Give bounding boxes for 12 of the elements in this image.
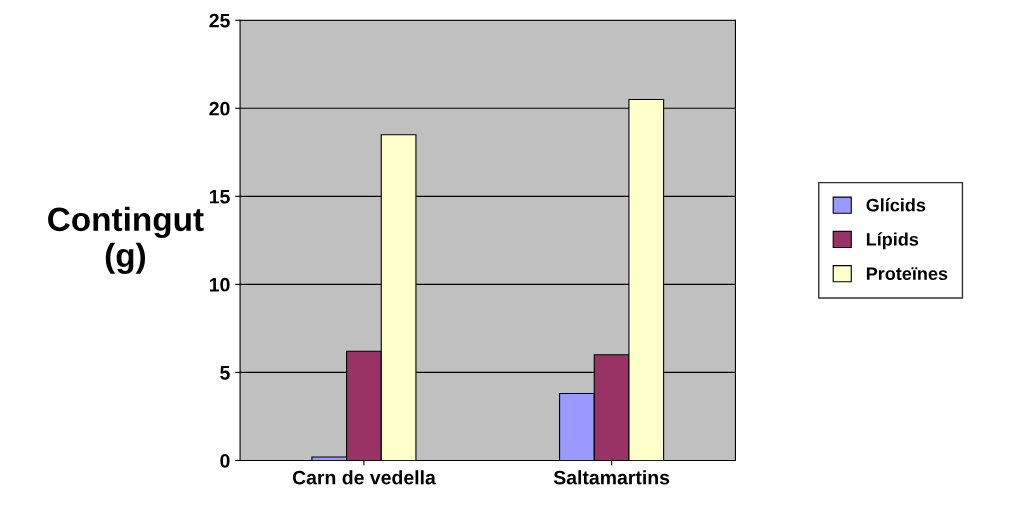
legend-label: Glícids — [866, 198, 926, 212]
legend-label: Proteïnes — [866, 267, 948, 281]
y-tick-label: 25 — [209, 13, 230, 28]
y-tick-label: 15 — [209, 190, 230, 204]
x-tick-label: Carn de vedella — [292, 470, 436, 485]
y-tick-label: 20 — [209, 101, 230, 116]
y-tick-label: 5 — [220, 366, 230, 380]
y-tick-label: 10 — [209, 277, 230, 292]
legend-label: Lípids — [866, 232, 919, 250]
x-tick-label: Saltamartins — [553, 470, 670, 485]
y-tick-label: 0 — [220, 453, 230, 468]
y-axis-title: Contingut (g) — [48, 206, 204, 274]
